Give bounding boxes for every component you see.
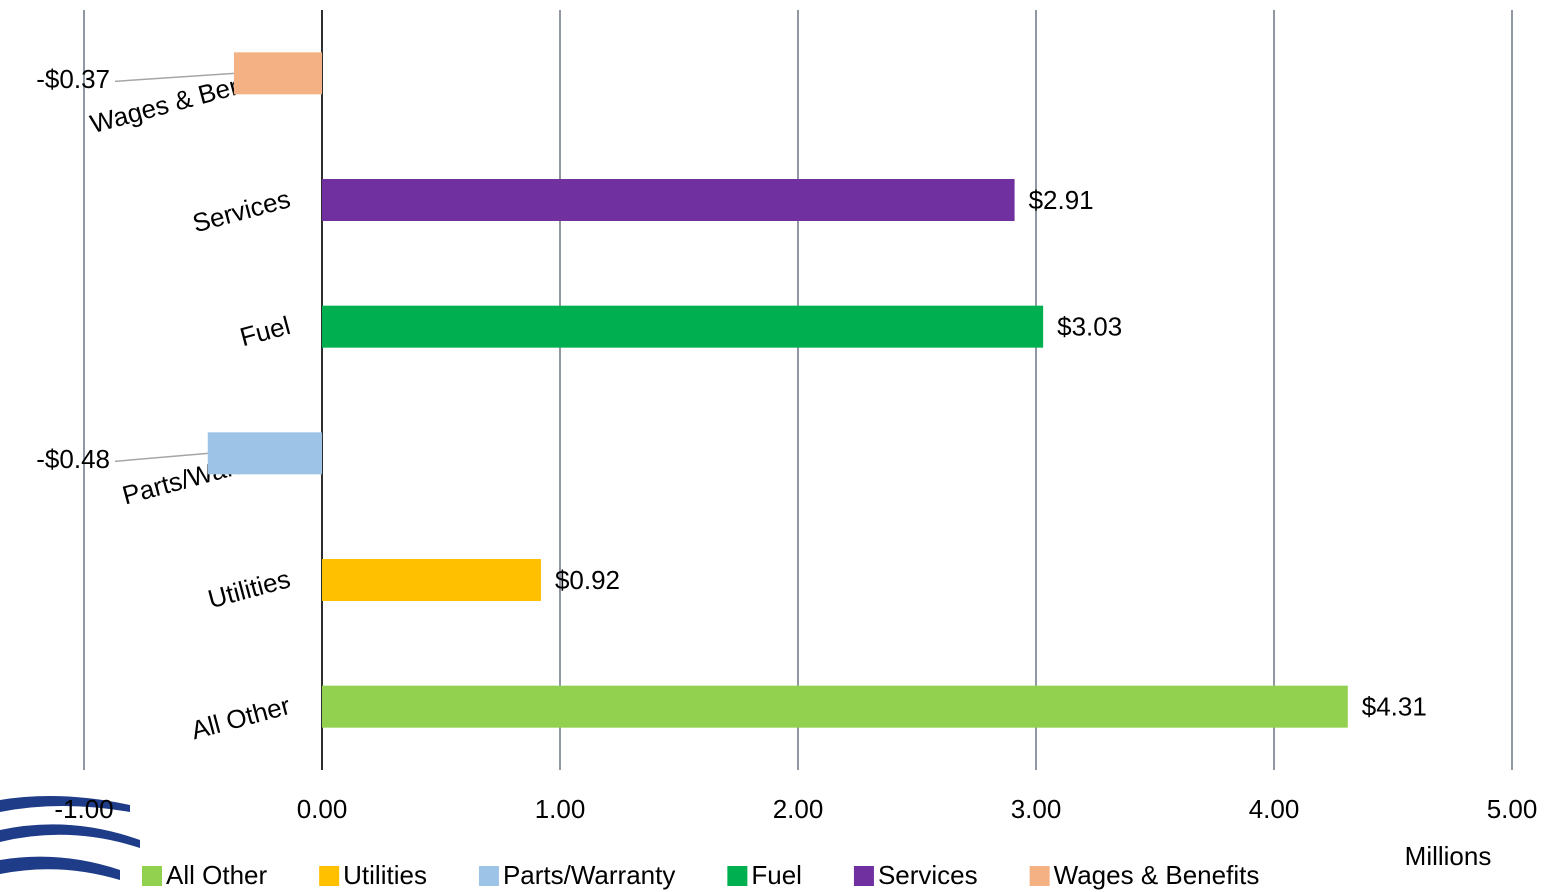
- bar: [322, 305, 1044, 348]
- legend-swatch: [478, 866, 499, 886]
- bar: [207, 432, 322, 475]
- legend-swatch: [1029, 866, 1050, 886]
- legend-swatch: [727, 866, 748, 886]
- decoration: [0, 796, 140, 880]
- y-tick-label: Services: [189, 183, 293, 238]
- legend-swatch: [319, 866, 340, 886]
- legend-swatch: [853, 866, 874, 886]
- bar: [322, 685, 1348, 728]
- data-label: $2.91: [1029, 185, 1094, 215]
- bar: [322, 179, 1015, 221]
- x-axis-title: Millions: [1405, 841, 1492, 871]
- x-tick-label: -1.00: [54, 794, 113, 824]
- legend-label: Parts/Warranty: [503, 860, 675, 890]
- x-tick-label: 5.00: [1487, 794, 1538, 824]
- legend-label: Utilities: [343, 860, 427, 890]
- x-tick-label: 0.00: [297, 794, 348, 824]
- bar: [322, 559, 541, 601]
- data-label: $4.31: [1362, 692, 1427, 722]
- legend-label: Services: [878, 860, 978, 890]
- legend-label: Fuel: [751, 860, 802, 890]
- x-tick-label: 4.00: [1249, 794, 1300, 824]
- x-tick-label: 2.00: [773, 794, 824, 824]
- data-label: -$0.37: [36, 64, 110, 94]
- leader-line: [114, 452, 208, 463]
- data-label: -$0.48: [36, 444, 110, 474]
- legend-label: All Other: [166, 860, 267, 890]
- y-tick-label: All Other: [188, 690, 294, 745]
- data-label: $3.03: [1057, 312, 1122, 342]
- leader-line: [114, 72, 234, 83]
- x-tick-label: 3.00: [1011, 794, 1062, 824]
- x-tick-label: 1.00: [535, 794, 586, 824]
- bar: [233, 52, 322, 95]
- legend-label: Wages & Benefits: [1054, 860, 1260, 890]
- y-tick-label: Utilities: [205, 563, 294, 614]
- y-tick-label: Fuel: [237, 310, 294, 352]
- data-label: $0.92: [555, 565, 620, 595]
- legend-swatch: [142, 866, 162, 886]
